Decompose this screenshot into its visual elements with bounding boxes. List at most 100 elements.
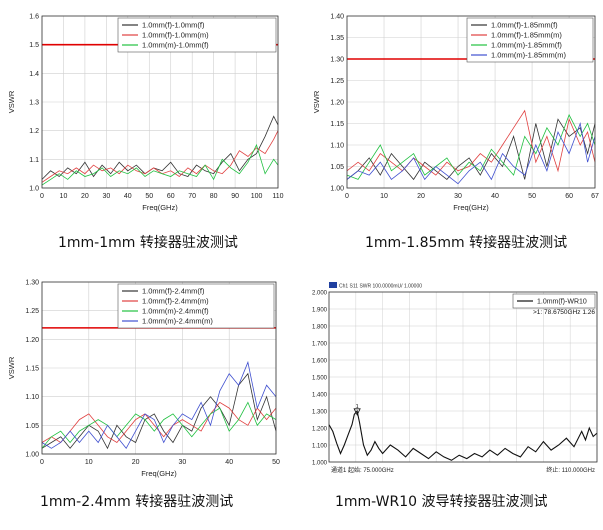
chart-1mm-1mm: 1.0 1.1 1.2 1.3 1.4 1.5 1.6 0 10 20 30 40 50 60 70 80 90…: [7, 14, 284, 213]
y-tick-label: 1.10: [330, 143, 344, 150]
series-line-0: [41, 372, 277, 450]
x-tick-label: 60: [565, 193, 573, 200]
x-tick-label: 50: [272, 459, 280, 466]
x-tick-label: 67: [591, 193, 599, 200]
marker-readout: >1: 78.6750GHz 1.26: [533, 309, 595, 316]
legend-entry-3: 1.0mm(m)-1.85mm(m): [491, 51, 566, 60]
x-tick-label: 0: [345, 193, 349, 200]
vna-header: Ch1 S11 SWR 100.0000mU/ 1.00000: [339, 284, 422, 290]
x-tick-label: 10: [85, 459, 93, 466]
channel-indicator: [329, 282, 337, 288]
y-tick-label: 1.00: [330, 186, 344, 193]
legend-entry-0: 1.0mm(f)-WR10: [537, 299, 587, 306]
marker-triangle: [353, 408, 361, 416]
stop-freq-label: 终止: 110.000GHz: [546, 466, 595, 474]
y-axis-label: VSWR: [7, 356, 16, 379]
x-tick-label: 30: [179, 459, 187, 466]
caption-1mm-wr10: 1mm-WR10 波导转接器驻波测试: [335, 494, 548, 510]
legend-box: [512, 293, 596, 309]
legend-entry-3: 1.0mm(m)-2.4mm(m): [142, 317, 213, 326]
y-tick-label: 1.25: [25, 308, 39, 315]
x-axis-label: Freq(GHz): [142, 203, 178, 212]
y-tick-label: 1.6: [29, 14, 39, 21]
y-tick-label: 1.35: [330, 35, 344, 42]
legend-entry-1: 1.0mm(f)-2.4mm(m): [142, 297, 209, 306]
x-tick-label: 10: [380, 193, 388, 200]
series-line-1: [346, 109, 596, 176]
y-tick-label: 1.500: [312, 376, 328, 382]
chart-1mm-1.85mm: 1.00 1.05 1.10 1.15 1.20 1.25 1.30 1.35 1.40 0 10 2…: [312, 14, 599, 213]
y-axis-label: VSWR: [312, 90, 321, 113]
y-tick-label: 1.10: [25, 394, 39, 401]
legend-entry-2: 1.0mm(m)-2.4mm(f): [142, 307, 209, 316]
plot-frame: [328, 291, 598, 463]
legend-box: [117, 17, 277, 53]
y-tick-label: 1.000: [312, 461, 328, 467]
x-tick-label: 40: [124, 193, 132, 200]
y-tick-label: 1.600: [312, 359, 328, 365]
x-tick-label: 40: [225, 459, 233, 466]
x-tick-label: 20: [81, 193, 89, 200]
x-tick-label: 70: [188, 193, 196, 200]
y-tick-label: 1.20: [330, 100, 344, 107]
x-tick-label: 110: [272, 193, 283, 200]
y-tick-label: 1.25: [330, 78, 344, 85]
y-tick-label: 1.05: [330, 164, 344, 171]
series-line-3: [41, 360, 277, 450]
series-line-3: [346, 122, 596, 185]
chart-1mm-2.4mm: 1.00 1.05 1.10 1.15 1.20 1.25 1.30 0 10 20 30 40 50 F…: [7, 280, 280, 479]
y-tick-label: 1.1: [29, 157, 39, 164]
start-freq-label: 通道1 起始: 75.000GHz: [331, 466, 394, 474]
legend-entry-2: 1.0mm(m)-1.0mm(f): [142, 41, 209, 50]
y-tick-label: 1.30: [25, 280, 39, 287]
y-tick-label: 1.20: [25, 337, 39, 344]
x-tick-label: 50: [528, 193, 536, 200]
y-tick-label: 1.800: [312, 325, 328, 331]
x-tick-label: 100: [251, 193, 263, 200]
y-tick-label: 1.0: [29, 186, 39, 193]
series-line-1: [41, 130, 279, 183]
series-line-2: [41, 143, 279, 186]
y-tick-label: 1.5: [29, 42, 39, 49]
legend-entry-2: 1.0mm(m)-1.85mm(f): [491, 41, 562, 50]
y-tick-label: 1.00: [25, 452, 39, 459]
y-tick-label: 1.200: [312, 427, 328, 433]
legend-entry-1: 1.0mm(f)-1.0mm(m): [142, 31, 209, 40]
caption-1mm-1mm: 1mm-1mm 转接器驻波测试: [58, 235, 238, 251]
x-tick-label: 0: [40, 459, 44, 466]
y-tick-label: 1.900: [312, 308, 328, 314]
plot-frame: [41, 15, 279, 189]
y-tick-label: 1.300: [312, 410, 328, 416]
x-tick-label: 30: [454, 193, 462, 200]
y-tick-label: 1.700: [312, 342, 328, 348]
y-tick-label: 1.400: [312, 393, 328, 399]
x-tick-label: 90: [231, 193, 239, 200]
x-axis-label: Freq(GHz): [453, 203, 489, 212]
legend-entry-0: 1.0mm(f)-1.0mm(f): [142, 21, 205, 30]
series-line-2: [41, 401, 277, 449]
series-line-0: [41, 115, 279, 180]
y-tick-label: 1.3: [29, 100, 39, 107]
legend-entry-1: 1.0mm(f)-1.85mm(m): [491, 31, 562, 40]
legend-box: [117, 283, 275, 329]
caption-1mm-2.4mm: 1mm-2.4mm 转接器驻波测试: [40, 494, 234, 510]
legend-entry-0: 1.0mm(f)-1.85mm(f): [491, 21, 558, 30]
x-tick-label: 30: [102, 193, 110, 200]
y-tick-label: 1.15: [25, 366, 39, 373]
y-axis-label: VSWR: [7, 90, 16, 113]
y-tick-label: 1.2: [29, 128, 39, 135]
x-tick-label: 60: [167, 193, 175, 200]
x-tick-label: 20: [132, 459, 140, 466]
x-tick-label: 50: [145, 193, 153, 200]
y-tick-label: 2.000: [312, 291, 328, 297]
x-tick-label: 20: [417, 193, 425, 200]
x-tick-label: 0: [40, 193, 44, 200]
marker-index: 1: [356, 404, 359, 410]
caption-1mm-1.85mm: 1mm-1.85mm 转接器驻波测试: [365, 235, 568, 251]
plot-frame: [41, 281, 277, 455]
y-tick-label: 1.15: [330, 121, 344, 128]
y-tick-label: 1.100: [312, 444, 328, 450]
x-tick-label: 80: [210, 193, 218, 200]
x-tick-label: 40: [491, 193, 499, 200]
y-tick-label: 1.30: [330, 57, 344, 64]
